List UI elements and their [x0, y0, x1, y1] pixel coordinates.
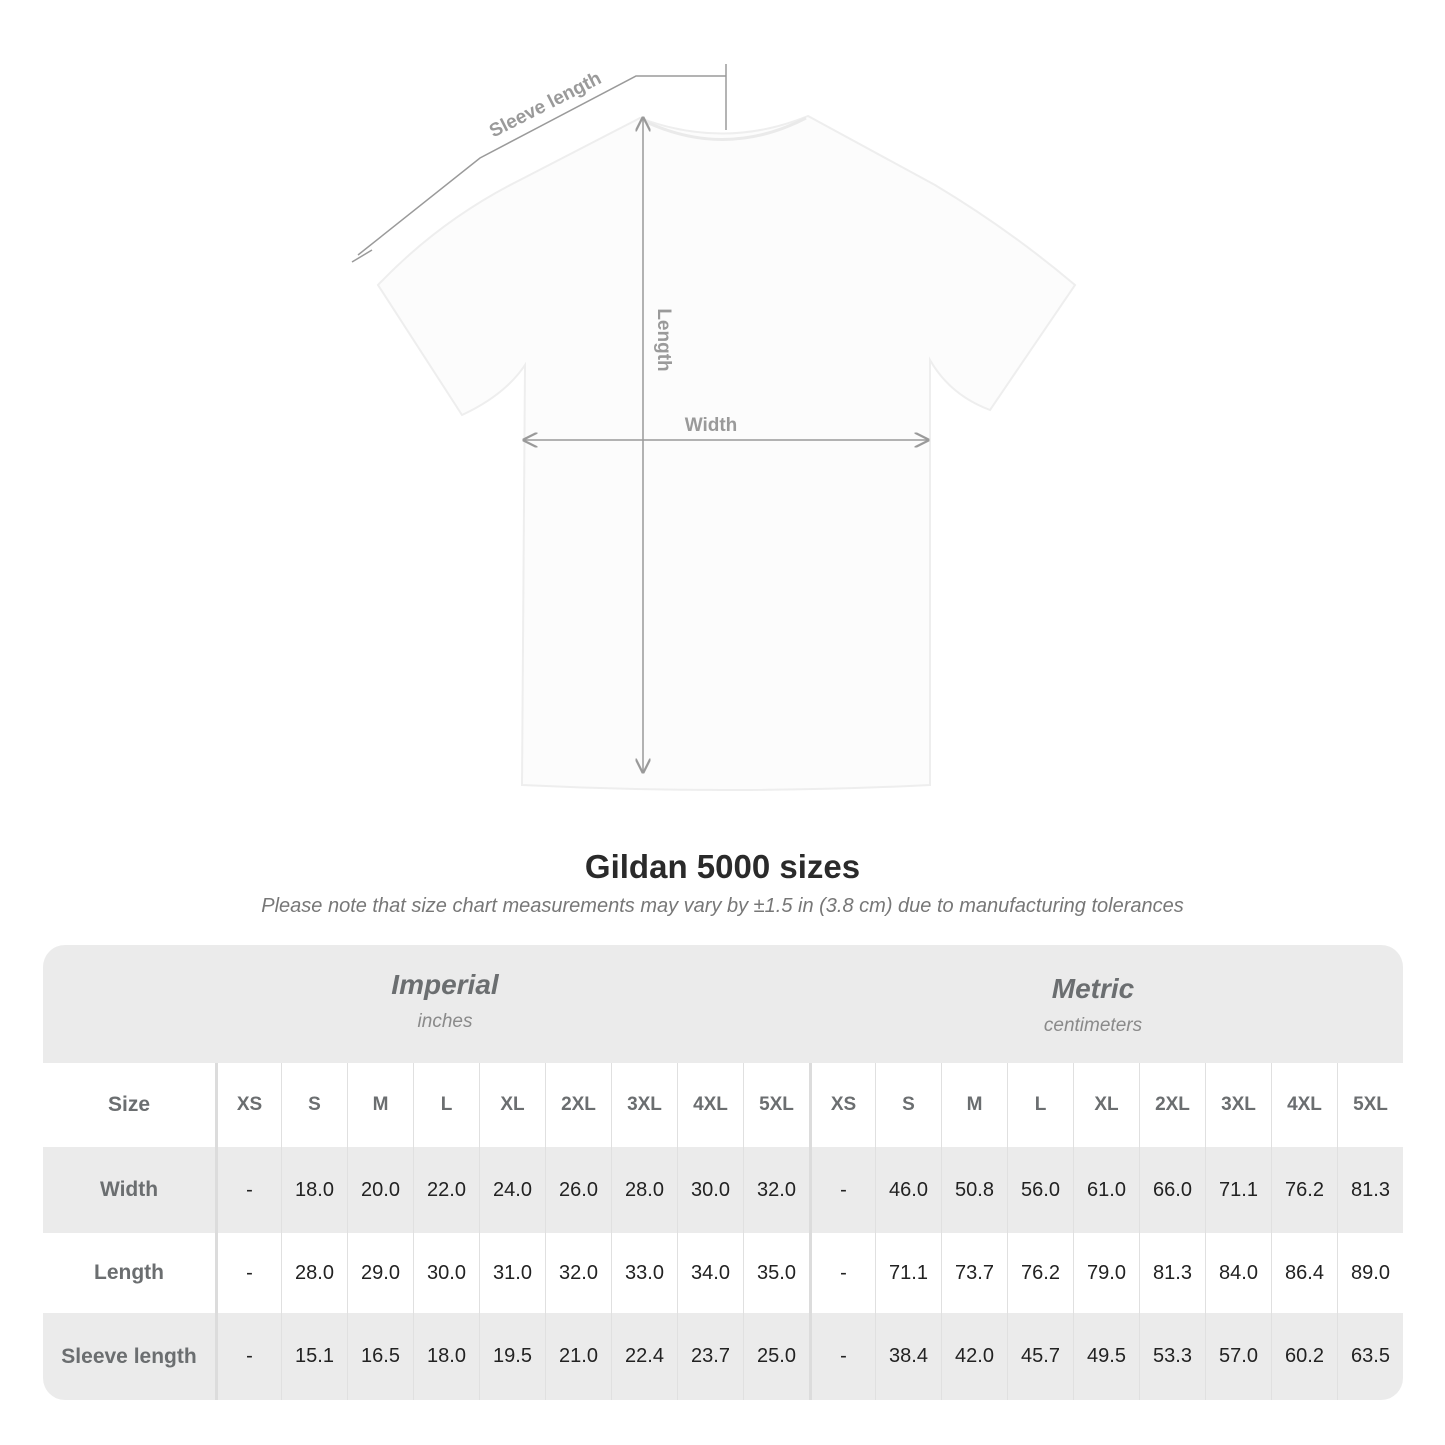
value-cell: 23.7 [677, 1313, 743, 1400]
value-cell: - [809, 1313, 875, 1400]
value-cell: 16.5 [347, 1313, 413, 1400]
value-cell: - [215, 1147, 281, 1233]
size-header-metric-m: M [941, 1063, 1007, 1147]
value-cell: 71.1 [875, 1233, 941, 1313]
value-cell: 22.0 [413, 1147, 479, 1233]
value-cell: 34.0 [677, 1233, 743, 1313]
size-label: Size [107, 1093, 151, 1116]
size-header-imperial-2xl: 2XL [545, 1063, 611, 1147]
value-cell: 81.3 [1337, 1147, 1403, 1233]
row-label: Width [99, 1178, 159, 1201]
value-cell: 84.0 [1205, 1233, 1271, 1313]
row-label: Length [94, 1261, 164, 1284]
size-header-imperial-3xl: 3XL [611, 1063, 677, 1147]
width-label: Width [685, 415, 738, 436]
table-row: Sleeve length -15.1 16.5 18.0 19.5 21.0 22.4 23… [43, 1313, 1403, 1400]
value-cell: 81.3 [1139, 1233, 1205, 1313]
value-cell: 29.0 [347, 1233, 413, 1313]
size-header-imperial-m: M [347, 1063, 413, 1147]
value-cell: 66.0 [1139, 1147, 1205, 1233]
value-cell: 28.0 [281, 1233, 347, 1313]
value-cell: 86.4 [1271, 1233, 1337, 1313]
size-header-metric-s: S [875, 1063, 941, 1147]
value-cell: 63.5 [1337, 1313, 1403, 1400]
value-cell: 79.0 [1073, 1233, 1139, 1313]
size-header-metric-l: L [1007, 1063, 1073, 1147]
value-cell: 32.0 [743, 1147, 809, 1233]
value-cell: 24.0 [479, 1147, 545, 1233]
value-cell: 22.4 [611, 1313, 677, 1400]
value-cell: 30.0 [677, 1147, 743, 1233]
tshirt-diagram: Sleeve length Length Width [351, 64, 1077, 791]
value-cell: 15.1 [281, 1313, 347, 1400]
size-header-imperial-s: S [281, 1063, 347, 1147]
value-cell: 49.5 [1073, 1313, 1139, 1400]
value-cell: 53.3 [1139, 1313, 1205, 1400]
size-header-metric-4xl: 4XL [1271, 1063, 1337, 1147]
value-cell: 73.7 [941, 1233, 1007, 1313]
table-row: Length -28.0 29.0 30.0 31.0 32.0 33.0 34.0 35.0-… [43, 1233, 1403, 1313]
value-cell: - [809, 1233, 875, 1313]
value-cell: 30.0 [413, 1233, 479, 1313]
value-cell: 26.0 [545, 1147, 611, 1233]
size-header-imperial-xs: XS [215, 1063, 281, 1147]
table-header: Imperial inches Metric centimeters [43, 945, 1403, 1063]
imperial-title: Imperial [391, 969, 499, 1000]
size-header-imperial-4xl: 4XL [677, 1063, 743, 1147]
value-cell: - [215, 1233, 281, 1313]
imperial-header: Imperial inches [145, 969, 745, 1033]
value-cell: 61.0 [1073, 1147, 1139, 1233]
size-header-imperial-5xl: 5XL [743, 1063, 809, 1147]
value-cell: 76.2 [1271, 1147, 1337, 1233]
chart-title: Gildan 5000 sizes [584, 848, 861, 885]
value-cell: 57.0 [1205, 1313, 1271, 1400]
imperial-unit: inches [417, 1011, 473, 1032]
value-cell: 31.0 [479, 1233, 545, 1313]
row-label: Sleeve length [61, 1344, 197, 1368]
value-cell: 20.0 [347, 1147, 413, 1233]
value-cell: 45.7 [1007, 1313, 1073, 1400]
length-label: Length [653, 308, 674, 371]
value-cell: 71.1 [1205, 1147, 1271, 1233]
table-row: Width -18.0 20.0 22.0 24.0 26.0 28.0 30.0 32.0-4… [43, 1147, 1403, 1233]
tshirt-shape [376, 114, 1077, 791]
value-cell: 18.0 [413, 1313, 479, 1400]
size-row: Size XS S M L XL 2XL 3XL 4XL 5XL XS S M L XL 2XL 3XL 4XL 5… [43, 1063, 1403, 1147]
size-header-metric-2xl: 2XL [1139, 1063, 1205, 1147]
value-cell: 25.0 [743, 1313, 809, 1400]
metric-title: Metric [1051, 973, 1135, 1004]
metric-header: Metric centimeters [793, 973, 1393, 1037]
value-cell: 18.0 [281, 1147, 347, 1233]
value-cell: 89.0 [1337, 1233, 1403, 1313]
size-header-imperial-xl: XL [479, 1063, 545, 1147]
size-header-metric-5xl: 5XL [1337, 1063, 1403, 1147]
value-cell: 42.0 [941, 1313, 1007, 1400]
size-table: Imperial inches Metric centimeters Size X… [43, 945, 1403, 1400]
value-cell: 35.0 [743, 1233, 809, 1313]
tolerance-note: Please note that size chart measurements… [261, 895, 1184, 917]
value-cell: 33.0 [611, 1233, 677, 1313]
size-header-imperial-l: L [413, 1063, 479, 1147]
value-cell: 60.2 [1271, 1313, 1337, 1400]
value-cell: 46.0 [875, 1147, 941, 1233]
value-cell: 50.8 [941, 1147, 1007, 1233]
sleeve-length-label: Sleeve length [486, 68, 605, 142]
value-cell: 28.0 [611, 1147, 677, 1233]
size-header-metric-xl: XL [1073, 1063, 1139, 1147]
value-cell: 56.0 [1007, 1147, 1073, 1233]
value-cell: 21.0 [545, 1313, 611, 1400]
metric-unit: centimeters [1043, 1015, 1143, 1036]
value-cell: 32.0 [545, 1233, 611, 1313]
value-cell: - [215, 1313, 281, 1400]
size-header-metric-3xl: 3XL [1205, 1063, 1271, 1147]
value-cell: - [809, 1147, 875, 1233]
value-cell: 38.4 [875, 1313, 941, 1400]
value-cell: 19.5 [479, 1313, 545, 1400]
value-cell: 76.2 [1007, 1233, 1073, 1313]
size-header-metric-xs: XS [809, 1063, 875, 1147]
